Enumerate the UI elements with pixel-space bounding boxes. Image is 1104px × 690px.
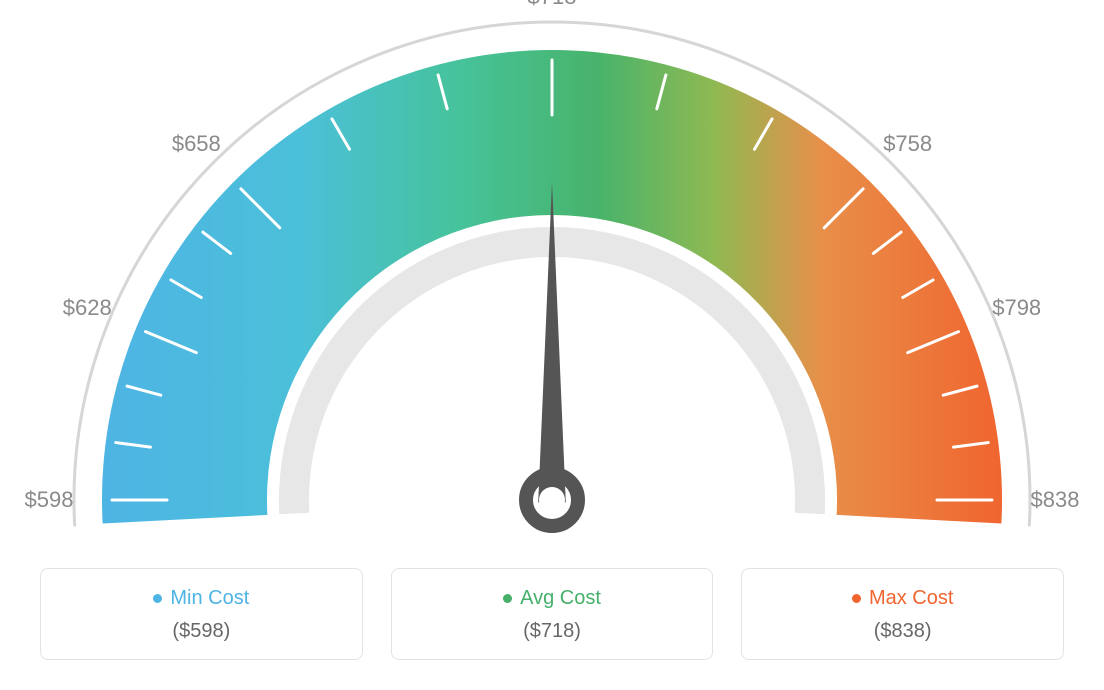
tick-label: $798 [992, 295, 1041, 321]
gauge-svg [0, 0, 1104, 560]
legend-label-row-avg: Avg Cost [503, 587, 601, 610]
tick-label: $718 [528, 0, 577, 10]
legend-label-max: Max Cost [869, 587, 953, 610]
dot-max [852, 594, 861, 603]
legend-card-avg: Avg Cost ($718) [391, 568, 714, 660]
tick-label: $628 [63, 295, 112, 321]
legend-value-min: ($598) [53, 620, 350, 643]
legend-card-max: Max Cost ($838) [741, 568, 1064, 660]
dot-avg [503, 594, 512, 603]
legend-row: Min Cost ($598) Avg Cost ($718) Max Cost… [40, 568, 1064, 660]
legend-label-min: Min Cost [170, 587, 249, 610]
tick-label: $598 [25, 487, 74, 513]
tick-label: $838 [1031, 487, 1080, 513]
legend-label-row-min: Min Cost [153, 587, 249, 610]
gauge-area: $598 $628 $658 $718 $758 $798 $838 [0, 0, 1104, 560]
legend-card-min: Min Cost ($598) [40, 568, 363, 660]
legend-label-avg: Avg Cost [520, 587, 601, 610]
legend-label-row-max: Max Cost [852, 587, 953, 610]
legend-value-max: ($838) [754, 620, 1051, 643]
legend-value-avg: ($718) [404, 620, 701, 643]
dot-min [153, 594, 162, 603]
tick-label: $758 [883, 131, 932, 157]
cost-gauge-chart: $598 $628 $658 $718 $758 $798 $838 Min Cost ($… [0, 0, 1104, 690]
tick-label: $658 [172, 131, 221, 157]
